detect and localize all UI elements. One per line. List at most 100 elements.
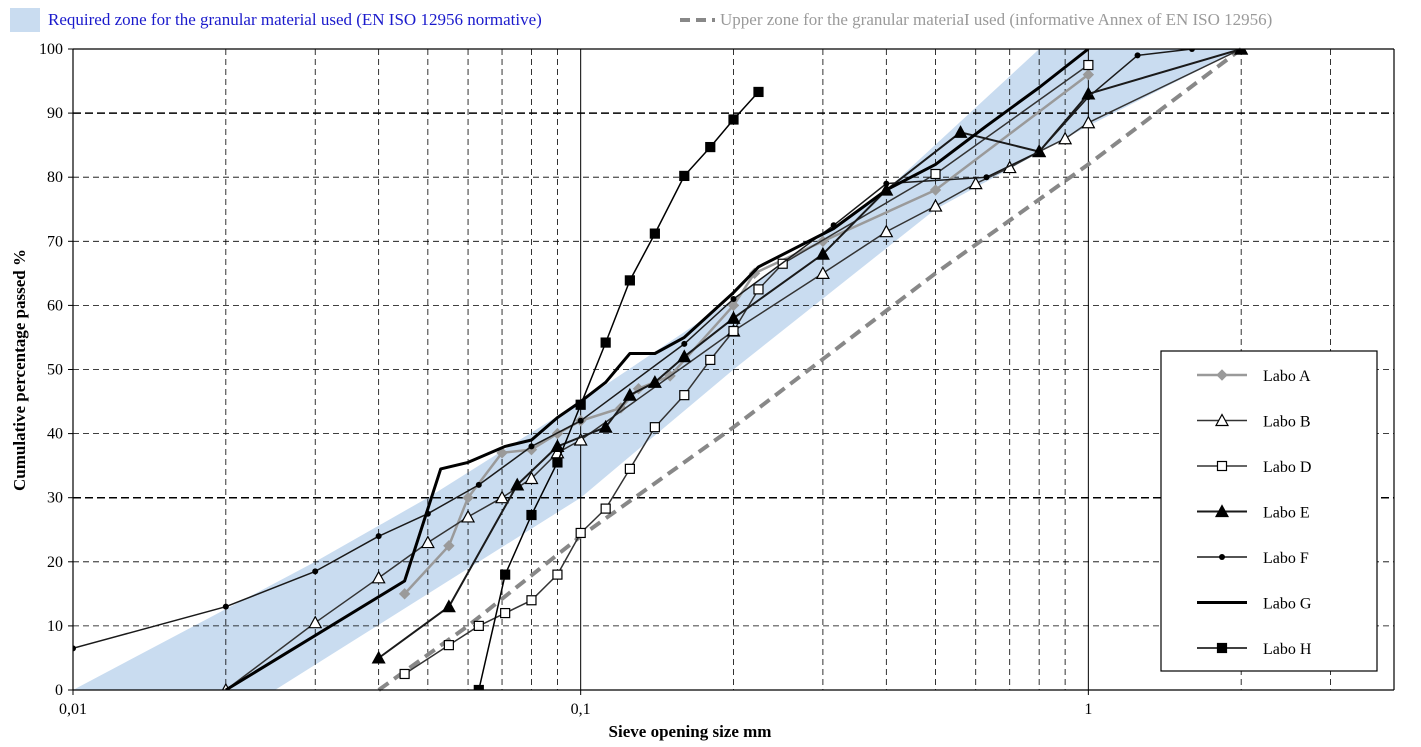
legend-swatch-marker (1214, 504, 1230, 518)
y-tick-label: 90 (47, 105, 63, 122)
legend-label-labo-f: Labo F (1263, 550, 1309, 567)
series-labo-f (73, 49, 1245, 652)
top-legend-zone-swatch (10, 8, 40, 32)
data-point-labo-e (510, 477, 525, 491)
top-legend: Required zone for the granular material … (10, 8, 1272, 32)
series-labo-g (225, 49, 1090, 690)
data-point-labo-f (222, 603, 229, 610)
data-point-labo-d (649, 422, 660, 433)
data-point-labo-d (679, 390, 690, 401)
data-point-labo-d (552, 569, 563, 580)
data-point-labo-b (308, 615, 323, 629)
data-point-labo-h (526, 509, 537, 521)
y-tick-label: 70 (47, 233, 63, 250)
data-point-labo-a (748, 267, 761, 280)
data-point-labo-b (879, 224, 894, 238)
y-tick-label: 50 (47, 362, 63, 379)
data-point-labo-b (968, 176, 983, 190)
legend-entry-labo-g: Labo G (1197, 596, 1312, 613)
data-point-labo-f (73, 645, 76, 652)
data-point-labo-e (622, 387, 637, 401)
data-point-labo-b (815, 266, 830, 279)
data-point-labo-h (728, 114, 739, 125)
data-point-labo-f (983, 174, 990, 181)
data-point-labo-f (1238, 49, 1245, 52)
data-point-labo-f (883, 180, 890, 187)
data-point-labo-a (1082, 68, 1095, 81)
data-point-labo-f (528, 443, 535, 450)
data-point-labo-b (495, 490, 510, 504)
data-point-labo-h (575, 399, 586, 410)
data-point-labo-b (1058, 131, 1073, 145)
legend-entry-labo-a: Labo A (1197, 368, 1311, 385)
data-point-labo-d (399, 668, 410, 680)
legend: Labo A Labo B Labo D Labo E Labo F Labo G Labo… (1160, 350, 1378, 672)
y-tick-label: 20 (47, 554, 63, 571)
data-point-labo-f (577, 417, 584, 424)
data-point-labo-h (649, 228, 660, 239)
upper-zone-line (377, 47, 1243, 692)
series-labo-h (473, 86, 764, 690)
data-point-labo-f (475, 481, 482, 488)
data-point-labo-h (500, 569, 511, 580)
series-labo-d (399, 59, 1094, 680)
y-tick-label: 100 (39, 41, 63, 58)
legend-entry-labo-f: Labo F (1197, 550, 1309, 567)
data-point-labo-h (552, 457, 563, 468)
top-legend-upper-label: Upper zone for the granular materiaI use… (720, 10, 1272, 29)
data-point-labo-f (1085, 94, 1092, 101)
data-point-labo-d (500, 607, 511, 619)
data-point-labo-d (443, 640, 454, 651)
legend-swatch-marker (1216, 460, 1228, 472)
data-point-labo-h (705, 141, 716, 153)
data-point-labo-d (600, 503, 611, 514)
legend-label-labo-e: Labo E (1263, 505, 1310, 522)
data-point-labo-a (443, 540, 455, 552)
data-point-labo-a (929, 184, 942, 196)
y-axis-title: Cumulative percentage passed % (10, 249, 29, 491)
data-point-labo-e (677, 349, 692, 363)
legend-entry-labo-h: Labo H (1197, 641, 1312, 658)
legend-label-labo-a: Labo A (1263, 368, 1311, 385)
legend-entry-labo-e: Labo E (1197, 504, 1310, 522)
data-point-labo-e (550, 439, 565, 453)
data-point-labo-h (600, 337, 611, 348)
y-tick-label: 0 (55, 682, 63, 699)
legend-swatch-marker (1214, 413, 1230, 427)
legend-swatch-marker (1219, 554, 1225, 560)
legend-label-labo-d: Labo D (1263, 459, 1311, 476)
data-point-labo-d (728, 325, 739, 337)
y-tick-label: 40 (47, 426, 63, 443)
data-point-labo-e (598, 419, 613, 433)
data-point-labo-d (753, 284, 764, 295)
data-point-labo-e (441, 599, 456, 613)
data-point-labo-a (462, 491, 474, 504)
legend-swatch-marker (1216, 642, 1228, 654)
data-point-labo-b (524, 471, 539, 485)
data-point-labo-a (398, 588, 411, 600)
data-point-labo-h (473, 684, 484, 690)
data-point-labo-d (473, 620, 484, 632)
legend-label-labo-b: Labo B (1263, 414, 1311, 431)
y-tick-label: 30 (47, 490, 63, 507)
data-point-labo-f (681, 340, 688, 347)
series-line-labo-f (73, 49, 1242, 650)
data-point-labo-e (726, 310, 741, 324)
data-point-labo-d (526, 595, 537, 606)
x-axis-title: Sieve opening size mm (609, 722, 772, 741)
data-point-labo-a (727, 299, 740, 312)
series-line-labo-g (225, 49, 1090, 690)
data-point-labo-f (1036, 148, 1043, 155)
data-point-labo-b (573, 432, 588, 446)
data-point-labo-b (928, 198, 943, 212)
x-tick-label: 0,01 (59, 701, 87, 718)
legend-label-labo-h: Labo H (1263, 641, 1312, 658)
data-point-labo-b (1081, 115, 1096, 129)
data-point-labo-b (371, 570, 386, 584)
top-legend-zone-label: Required zone for the granular material … (48, 10, 542, 29)
data-point-labo-e (371, 650, 386, 664)
data-point-labo-d (1083, 59, 1094, 71)
data-point-labo-b (461, 509, 476, 523)
